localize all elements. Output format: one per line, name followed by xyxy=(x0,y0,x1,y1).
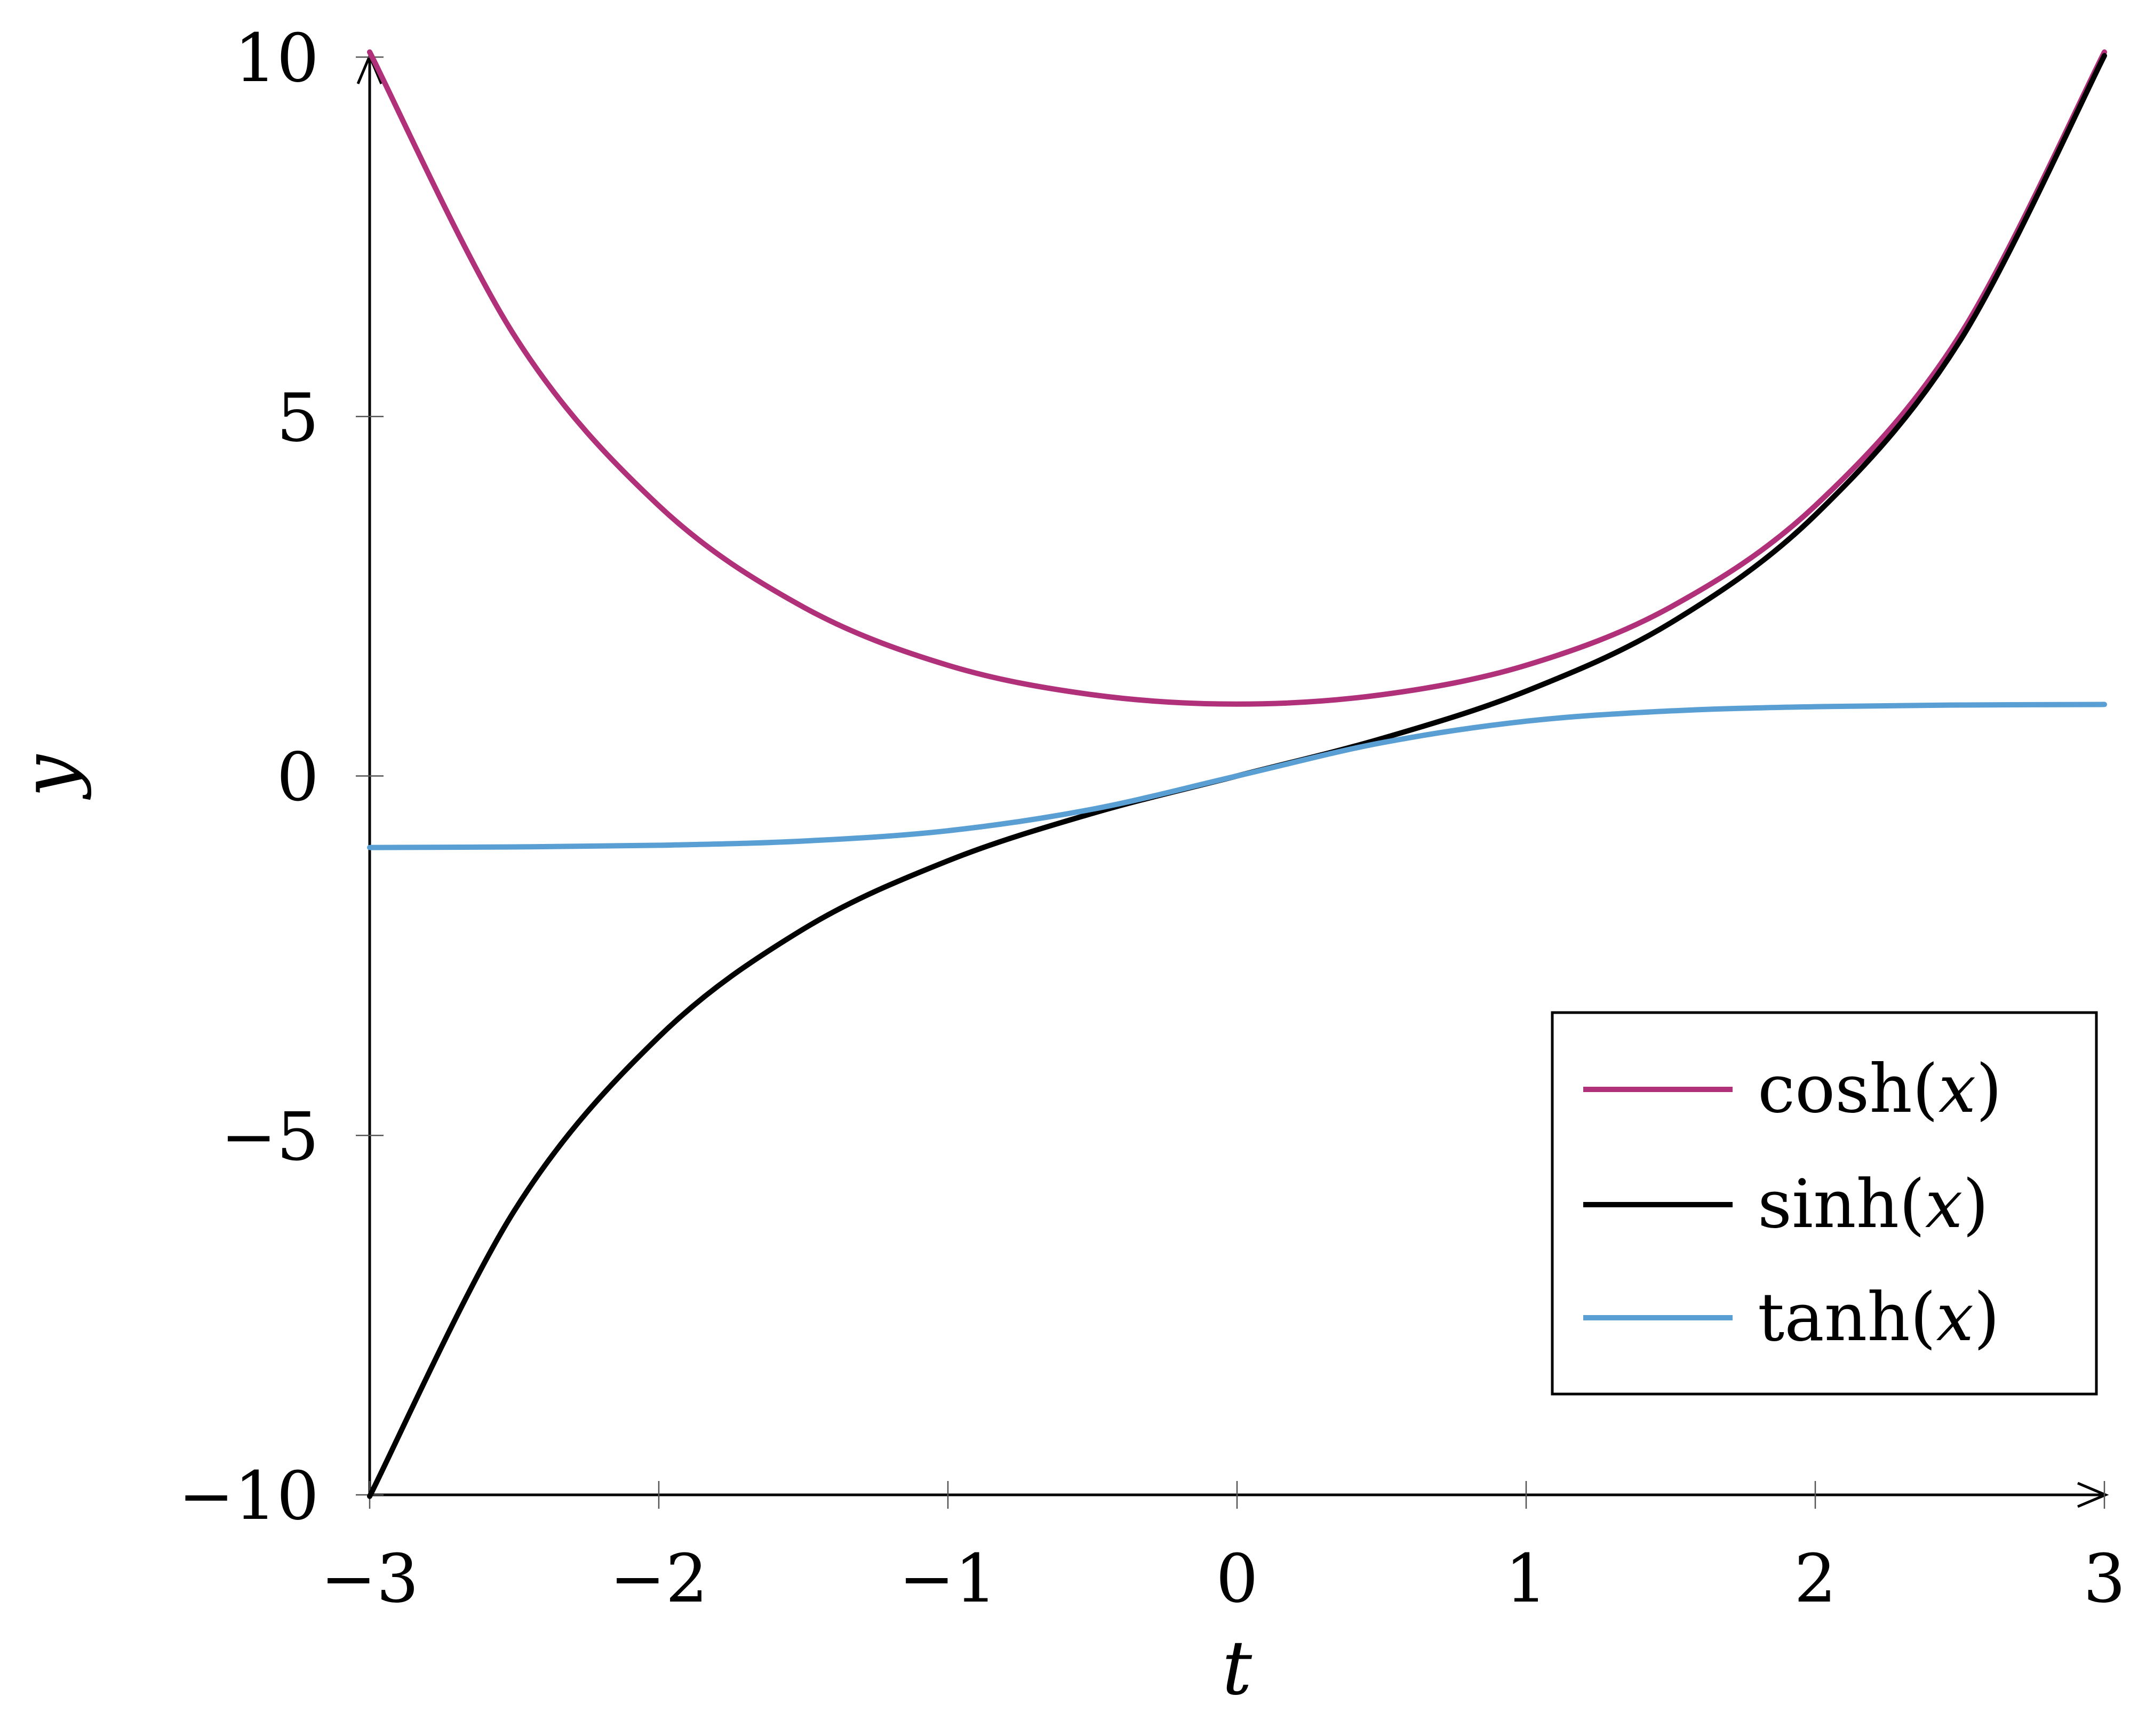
legend-label-sinh: sinh(x) xyxy=(1758,1166,1989,1243)
x-axis-arrow xyxy=(2077,1482,2109,1508)
x-tick-label: 1 xyxy=(1505,1540,1547,1618)
series-lines xyxy=(367,49,2107,1499)
x-tick-label: −2 xyxy=(610,1540,708,1618)
y-tick-label: 5 xyxy=(276,379,319,457)
y-tick-label: 0 xyxy=(276,739,319,816)
legend-paren: ) xyxy=(1976,1050,2002,1128)
x-tick-label: −3 xyxy=(321,1540,419,1618)
x-tick-label: 0 xyxy=(1216,1540,1258,1618)
series-line-tanh xyxy=(367,702,2107,850)
y-axis-label: y xyxy=(6,754,93,800)
x-tick-label: −1 xyxy=(899,1540,997,1618)
series-line-cosh xyxy=(367,49,2107,707)
legend-var: x xyxy=(1938,1050,1976,1128)
x-tick-label: 3 xyxy=(2083,1540,2126,1618)
legend-func: cosh( xyxy=(1758,1050,1938,1128)
legend-var: x xyxy=(1925,1166,1963,1243)
y-tick-label: −10 xyxy=(178,1458,319,1535)
x-axis-label: t xyxy=(1222,1625,1253,1712)
legend-func: tanh( xyxy=(1758,1279,1936,1356)
legend-label-cosh: cosh(x) xyxy=(1758,1050,2002,1128)
legend-paren: ) xyxy=(1974,1279,2000,1356)
legend-paren: ) xyxy=(1962,1166,1989,1243)
x-tick-label: 2 xyxy=(1794,1540,1837,1618)
legend-label-tanh: tanh(x) xyxy=(1758,1279,2000,1356)
y-tick-label: 10 xyxy=(234,20,319,97)
legend-func: sinh( xyxy=(1758,1166,1925,1243)
legend: cosh(x)sinh(x)tanh(x) xyxy=(1551,1011,2098,1396)
legend-var: x xyxy=(1936,1279,1974,1356)
y-tick-label: −5 xyxy=(221,1098,319,1175)
